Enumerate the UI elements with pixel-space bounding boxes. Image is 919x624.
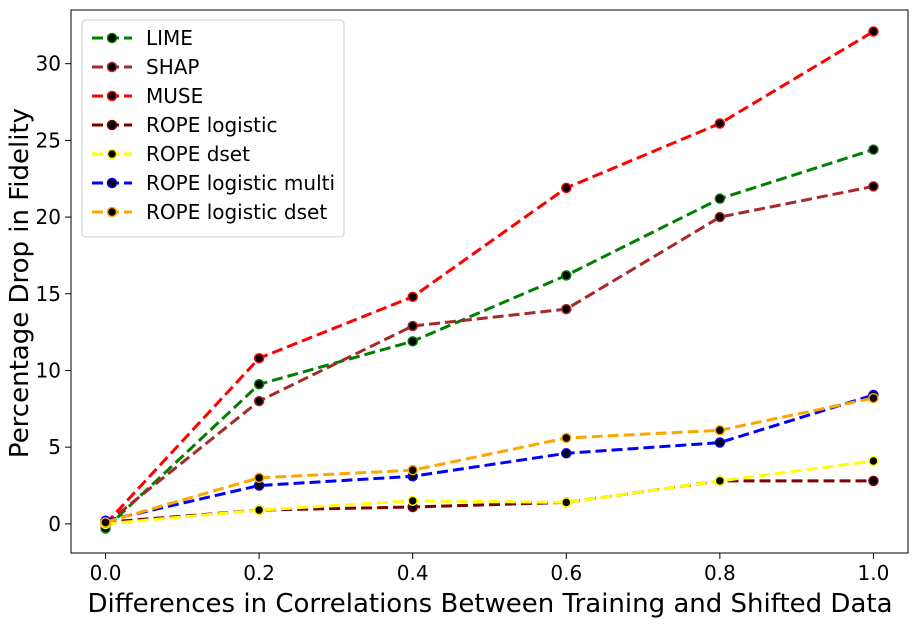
data-point: [253, 395, 265, 407]
legend-label: SHAP: [146, 55, 199, 79]
x-tick-label: 0.4: [397, 561, 429, 585]
x-axis: 0.0 0.2 0.4 0.6 0.8 1.0: [90, 553, 890, 585]
legend-box: [81, 19, 345, 238]
series-rope-logistic-dset: [100, 392, 879, 528]
data-point: [253, 352, 265, 364]
legend-label: ROPE logistic: [146, 113, 278, 137]
series-line: [104, 30, 875, 525]
data-point: [868, 392, 879, 404]
series-line: [105, 459, 874, 526]
data-point: [407, 320, 418, 332]
legend-label: ROPE logistic dset: [146, 200, 327, 224]
legend-marker: [106, 32, 118, 44]
y-tick-label: 15: [36, 282, 61, 306]
legend-marker: [106, 148, 118, 160]
data-point: [407, 495, 418, 507]
legend-item: LIME: [92, 26, 193, 50]
legend-item: SHAP: [92, 55, 199, 79]
y-tick-label: 25: [36, 128, 61, 152]
legend: LIME SHAP MUSE ROPE logistic ROPE dset ROPE l…: [81, 19, 345, 238]
data-point: [868, 144, 879, 155]
data-point: [868, 26, 879, 37]
data-point: [714, 118, 726, 129]
y-tick-label: 30: [36, 52, 61, 76]
data-point: [714, 193, 726, 204]
data-point: [253, 379, 265, 390]
series-line: [104, 148, 874, 530]
series-lime: [100, 144, 879, 534]
x-axis-label: Differences in Correlations Between Trai…: [88, 589, 893, 619]
legend-marker: [106, 90, 118, 102]
data-point: [714, 475, 726, 487]
legend-item: ROPE dset: [92, 142, 250, 166]
plot-border: [70, 9, 909, 554]
data-point: [253, 504, 265, 516]
legend-item: MUSE: [92, 84, 203, 108]
plot-area: [70, 9, 909, 554]
y-tick-label: 20: [36, 205, 61, 229]
data-point: [100, 517, 111, 528]
y-tick-label: 5: [48, 435, 61, 459]
y-axis: 0 5 10 15 20 25 30: [36, 52, 71, 536]
x-tick-label: 0.6: [550, 561, 582, 585]
data-point: [561, 270, 572, 281]
data-point: [561, 448, 572, 459]
legend-label: MUSE: [146, 84, 203, 108]
legend-label: LIME: [146, 26, 193, 50]
data-point: [407, 336, 418, 347]
legend-marker: [106, 119, 118, 131]
data-point: [868, 181, 879, 192]
x-tick-label: 0.2: [243, 561, 275, 585]
data-point: [868, 475, 879, 487]
legend-marker: [106, 206, 118, 218]
y-tick-label: 10: [36, 358, 61, 382]
x-tick-label: 0.8: [704, 561, 736, 585]
x-tick-label: 1.0: [858, 561, 890, 585]
legend-marker: [106, 177, 118, 189]
series-line: [105, 393, 874, 523]
legend-item: ROPE logistic dset: [92, 200, 327, 224]
data-point: [714, 211, 726, 223]
data-point: [561, 432, 572, 444]
legend-item: ROPE logistic multi: [92, 171, 335, 195]
data-point: [407, 291, 418, 303]
series-layer: [100, 26, 879, 534]
data-point: [561, 182, 572, 194]
legend-marker: [106, 61, 118, 73]
data-point: [868, 455, 879, 467]
y-tick-label: 0: [48, 512, 61, 536]
data-point: [714, 425, 726, 436]
data-point: [714, 437, 726, 448]
data-point: [253, 472, 265, 484]
x-tick-label: 0.0: [90, 561, 122, 585]
series-line: [104, 184, 874, 526]
data-point: [561, 497, 572, 508]
series-line: [105, 396, 874, 524]
series-rope-dset: [100, 455, 879, 530]
legend-item: ROPE logistic: [92, 113, 278, 137]
data-point: [561, 303, 572, 315]
y-axis-label: Percentage Drop in Fidelity: [5, 108, 35, 458]
data-point: [407, 464, 418, 476]
series-muse: [100, 26, 879, 530]
legend-label: ROPE dset: [146, 142, 250, 166]
legend-label: ROPE logistic multi: [146, 171, 335, 195]
